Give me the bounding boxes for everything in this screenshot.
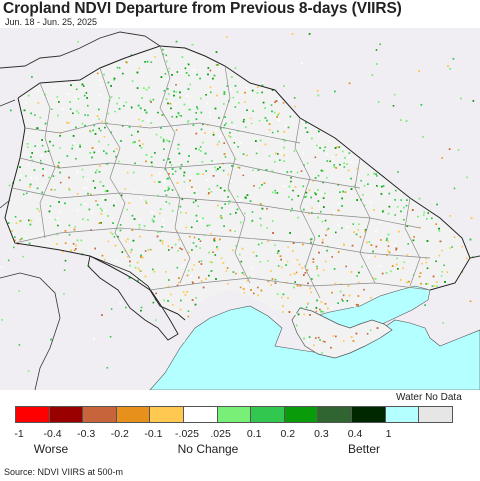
source-note: Source: NDVI VIIRS at 500-m <box>4 467 124 477</box>
legend-swatch <box>15 406 50 423</box>
poland-border <box>0 99 16 107</box>
east-border <box>469 255 480 259</box>
west-border <box>0 199 61 390</box>
legend-tick-label: -0.3 <box>77 428 96 440</box>
legend-tick-label: 0.2 <box>280 428 296 440</box>
crimea <box>291 307 393 359</box>
country-border <box>17 45 471 291</box>
legend-tick-label: -1 <box>14 428 24 440</box>
legend-swatch <box>216 406 252 423</box>
legend-swatch <box>48 406 84 423</box>
legend-swatch <box>317 406 352 423</box>
legend-category-no-change: No Change <box>177 442 239 456</box>
legend-swatch <box>149 406 184 423</box>
legend-tick-label: 0.3 <box>314 428 329 440</box>
map-title: Cropland NDVI Departure from Previous 8-… <box>3 0 402 17</box>
legend-tick-label: .025 <box>210 428 231 440</box>
legend-swatch <box>250 406 285 423</box>
legend-category-worse: Worse <box>33 442 69 456</box>
legend-tick-label: -0.2 <box>110 428 129 440</box>
moldova-border <box>87 255 179 341</box>
north-border <box>0 31 161 69</box>
country-border <box>4 97 186 321</box>
legend-category-better: Better <box>347 442 381 456</box>
ndvi-map <box>0 28 480 390</box>
ukraine-region <box>5 46 470 320</box>
legend-swatch <box>115 406 151 423</box>
legend: Water No Data -1 -0.4 -0.3 -0.2 -0.1 -.025 .02… <box>0 390 480 465</box>
legend-swatch <box>418 406 453 423</box>
legend-swatch <box>384 406 420 423</box>
legend-swatch <box>182 406 218 423</box>
legend-colorbar <box>15 406 453 423</box>
legend-swatch <box>283 406 319 423</box>
date-range: Jun. 18 - Jun. 25, 2025 <box>5 17 98 27</box>
water-nodata-label: Water No Data <box>396 392 462 403</box>
legend-tick-label: -.025 <box>175 428 199 440</box>
boundary-lines <box>0 31 480 390</box>
legend-swatch <box>82 406 117 423</box>
legend-tick-label: 0.1 <box>246 428 262 440</box>
legend-tick-label: -0.1 <box>144 428 163 440</box>
legend-swatch <box>350 406 386 423</box>
legend-tick-label: 1 <box>385 428 392 440</box>
legend-tick-label: 0.4 <box>347 428 363 440</box>
legend-tick-label: -0.4 <box>43 428 62 440</box>
